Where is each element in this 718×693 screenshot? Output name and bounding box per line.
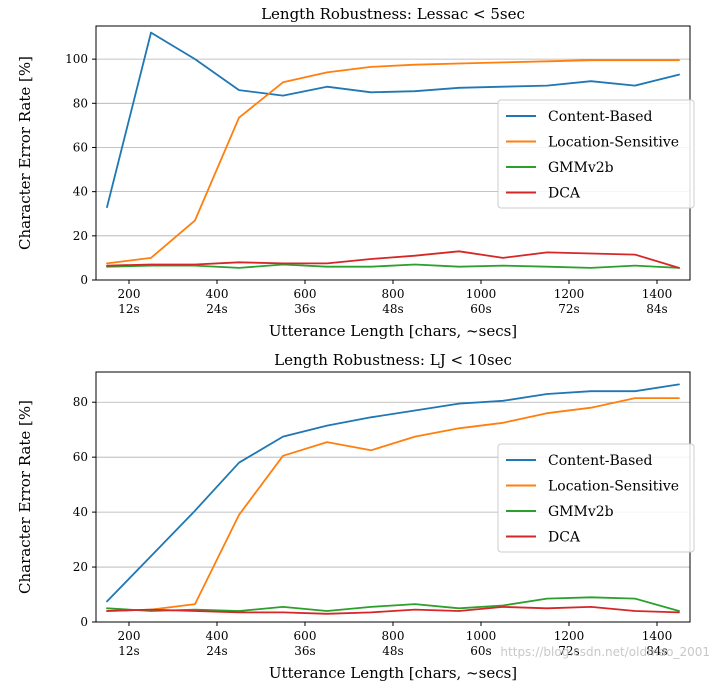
x-tick-sublabel: 84s (646, 644, 667, 658)
series-line-location-sensitive (106, 59, 680, 265)
legend-box (497, 99, 695, 209)
x-tick-label: 600 (294, 629, 317, 643)
x-axis-label: Utterance Length [chars, ~secs] (269, 664, 517, 682)
legend-label: Content-Based (548, 109, 653, 125)
series-line-content-based (106, 31, 680, 209)
legend-label: DCA (548, 530, 581, 546)
y-tick-label: 0 (80, 615, 88, 629)
legend-box (497, 443, 695, 553)
x-tick-sublabel: 24s (206, 644, 227, 658)
legend-label: DCA (548, 186, 581, 202)
x-tick-label: 800 (382, 629, 405, 643)
y-axis-label: Character Error Rate [%] (16, 56, 34, 250)
y-tick-label: 60 (73, 450, 88, 464)
y-tick-label: 60 (73, 140, 88, 154)
series-line-content-based (106, 383, 680, 603)
chart-1: Length Robustness: Lessac < 5sec 0 20 40 60 8… (16, 5, 695, 340)
x-tick-label: 1200 (554, 629, 585, 643)
x-tick-label: 1400 (642, 287, 673, 301)
y-tick-label: 80 (73, 395, 88, 409)
y-tick-label: 80 (73, 96, 88, 110)
x-axis-label: Utterance Length [chars, ~secs] (269, 322, 517, 340)
x-tick-sublabel: 72s (558, 644, 579, 658)
legend-label: Location-Sensitive (548, 135, 679, 151)
x-tick-sublabel: 60s (470, 644, 491, 658)
series-line-gmmv2b (106, 263, 680, 269)
x-tick-sublabel: 12s (118, 302, 139, 316)
legend-label: Content-Based (548, 453, 653, 469)
legend-label: Location-Sensitive (548, 479, 679, 495)
y-tick-label: 0 (80, 273, 88, 287)
y-tick-label: 100 (65, 52, 88, 66)
series-line-location-sensitive (106, 397, 680, 612)
x-tick-sublabel: 36s (294, 644, 315, 658)
legend: Content-Based Location-Sensitive GMMv2b DCA (497, 443, 695, 553)
x-tick-label: 200 (118, 287, 141, 301)
chart-2: Length Robustness: LJ < 10sec 0 20 40 60 80 20… (16, 351, 695, 682)
x-tick-sublabel: 84s (646, 302, 667, 316)
x-tick-sublabel: 36s (294, 302, 315, 316)
x-tick-label: 1000 (466, 629, 497, 643)
x-tick-sublabel: 48s (382, 644, 403, 658)
x-tick-label: 1200 (554, 287, 585, 301)
y-tick-label: 40 (73, 185, 88, 199)
y-tick-label: 20 (73, 560, 88, 574)
x-tick-label: 400 (206, 629, 229, 643)
legend: Content-Based Location-Sensitive GMMv2b DCA (497, 99, 695, 209)
x-tick-sublabel: 12s (118, 644, 139, 658)
x-tick-label: 1000 (466, 287, 497, 301)
series-line-gmmv2b (106, 596, 680, 612)
x-tick-sublabel: 72s (558, 302, 579, 316)
x-tick-sublabel: 24s (206, 302, 227, 316)
x-tick-sublabel: 60s (470, 302, 491, 316)
x-tick-sublabel: 48s (382, 302, 403, 316)
x-tick-label: 1400 (642, 629, 673, 643)
chart-title: Length Robustness: LJ < 10sec (274, 351, 512, 369)
series-line-dca (106, 606, 680, 615)
chart-title: Length Robustness: Lessac < 5sec (261, 5, 525, 23)
y-tick-label: 40 (73, 505, 88, 519)
x-tick-label: 200 (118, 629, 141, 643)
watermark: https://blog.csdn.net/oldmao_2001 (500, 645, 710, 659)
legend-label: GMMv2b (548, 504, 614, 520)
x-tick-label: 800 (382, 287, 405, 301)
x-tick-label: 400 (206, 287, 229, 301)
y-axis-label: Character Error Rate [%] (16, 400, 34, 594)
series-line-dca (106, 250, 680, 269)
x-tick-label: 600 (294, 287, 317, 301)
legend-label: GMMv2b (548, 160, 614, 176)
y-tick-label: 20 (73, 229, 88, 243)
